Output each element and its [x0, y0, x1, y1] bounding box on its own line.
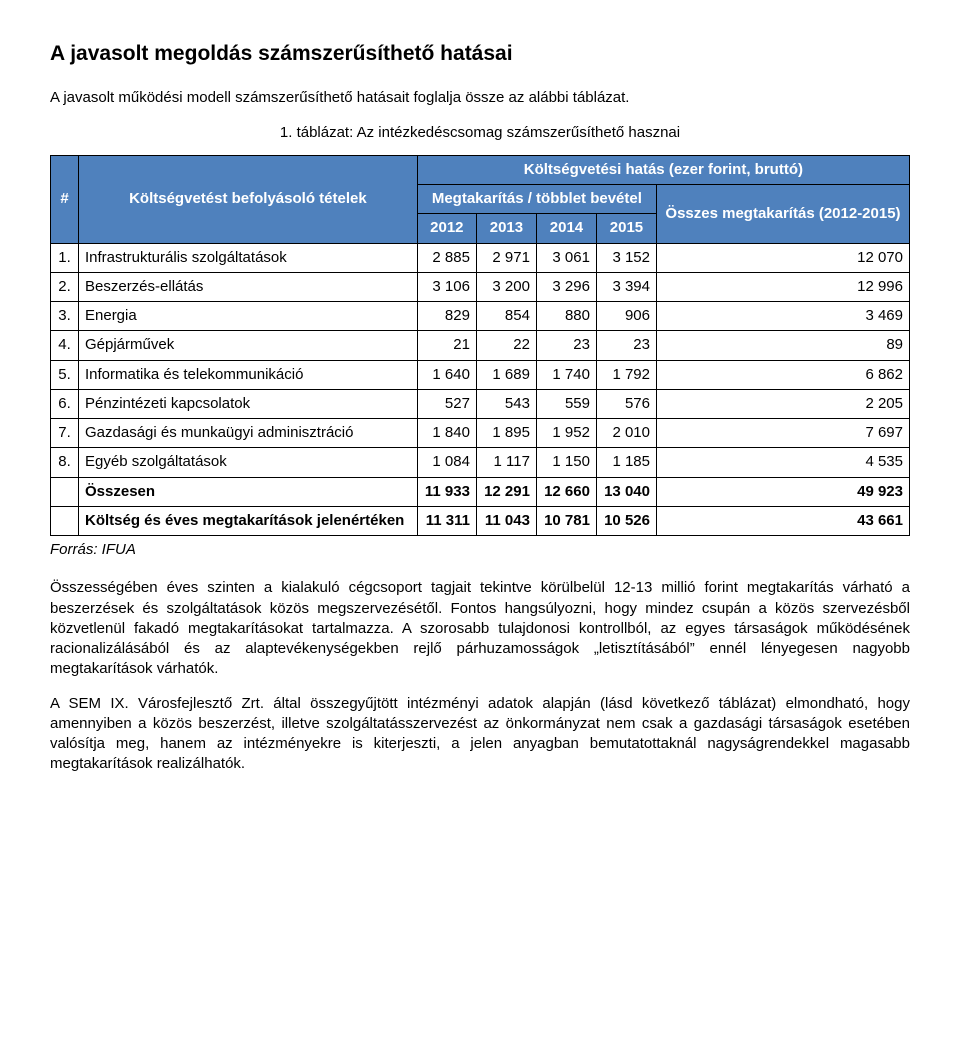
cell-value: 1 840 [417, 419, 476, 448]
cell-value: 10 526 [596, 506, 656, 535]
cell-value: 1 150 [536, 448, 596, 477]
cell-value: 12 996 [656, 272, 909, 301]
table-row: 7.Gazdasági és munkaügyi adminisztráció1… [51, 419, 910, 448]
col-header-item: Költségvetést befolyásoló tételek [79, 155, 418, 243]
cell-index: 3. [51, 302, 79, 331]
cell-value: 21 [417, 331, 476, 360]
cell-value: 49 923 [656, 477, 909, 506]
col-header-year: 2012 [417, 214, 476, 243]
intro-text: A javasolt működési modell számszerűsíth… [50, 88, 910, 108]
table-row-total: Összesen11 93312 29112 66013 04049 923 [51, 477, 910, 506]
cell-value: 527 [417, 389, 476, 418]
cell-value: 23 [596, 331, 656, 360]
cell-label: Pénzintézeti kapcsolatok [79, 389, 418, 418]
cell-value: 89 [656, 331, 909, 360]
cell-index: 5. [51, 360, 79, 389]
cell-value: 1 117 [476, 448, 536, 477]
cell-label: Energia [79, 302, 418, 331]
cell-value: 3 394 [596, 272, 656, 301]
cell-value: 829 [417, 302, 476, 331]
table-row: 2.Beszerzés-ellátás3 1063 2003 2963 3941… [51, 272, 910, 301]
cell-value: 3 152 [596, 243, 656, 272]
table-row: 3.Energia8298548809063 469 [51, 302, 910, 331]
cell-label: Infrastrukturális szolgáltatások [79, 243, 418, 272]
cell-value: 12 291 [476, 477, 536, 506]
cell-value: 3 296 [536, 272, 596, 301]
cell-value: 2 971 [476, 243, 536, 272]
table-source: Forrás: IFUA [50, 540, 910, 560]
cell-index [51, 477, 79, 506]
cell-index: 1. [51, 243, 79, 272]
cell-value: 3 469 [656, 302, 909, 331]
cell-value: 12 070 [656, 243, 909, 272]
cell-value: 12 660 [536, 477, 596, 506]
cell-value: 1 640 [417, 360, 476, 389]
table-caption: 1. táblázat: Az intézkedéscsomag számsze… [50, 123, 910, 143]
cell-value: 11 311 [417, 506, 476, 535]
cell-value: 3 061 [536, 243, 596, 272]
cell-label: Informatika és telekommunikáció [79, 360, 418, 389]
table-row: 6.Pénzintézeti kapcsolatok5275435595762 … [51, 389, 910, 418]
cell-value: 1 185 [596, 448, 656, 477]
cell-value: 23 [536, 331, 596, 360]
cell-label: Beszerzés-ellátás [79, 272, 418, 301]
table-row-pv: Költség és éves megtakarítások jelenérté… [51, 506, 910, 535]
cell-index: 6. [51, 389, 79, 418]
table-row: 8.Egyéb szolgáltatások1 0841 1171 1501 1… [51, 448, 910, 477]
col-header-index: # [51, 155, 79, 243]
col-header-total: Összes megtakarítás (2012-2015) [656, 185, 909, 244]
paragraph-1: Összességében éves szinten a kialakuló c… [50, 578, 910, 679]
paragraph-2: A SEM IX. Városfejlesztő Zrt. által össz… [50, 694, 910, 775]
cell-value: 2 010 [596, 419, 656, 448]
cell-value: 1 952 [536, 419, 596, 448]
cell-value: 4 535 [656, 448, 909, 477]
cell-value: 3 106 [417, 272, 476, 301]
cell-value: 1 792 [596, 360, 656, 389]
col-header-year: 2015 [596, 214, 656, 243]
table-body: 1.Infrastrukturális szolgáltatások2 8852… [51, 243, 910, 536]
col-header-year: 2013 [476, 214, 536, 243]
cell-value: 1 084 [417, 448, 476, 477]
cell-value: 6 862 [656, 360, 909, 389]
cell-value: 13 040 [596, 477, 656, 506]
cell-index: 8. [51, 448, 79, 477]
cell-value: 22 [476, 331, 536, 360]
cell-value: 906 [596, 302, 656, 331]
cell-value: 3 200 [476, 272, 536, 301]
savings-table: # Költségvetést befolyásoló tételek Költ… [50, 155, 910, 536]
cell-value: 1 689 [476, 360, 536, 389]
col-header-subgroup: Megtakarítás / többlet bevétel [417, 185, 656, 214]
cell-value: 854 [476, 302, 536, 331]
cell-value: 2 205 [656, 389, 909, 418]
cell-index [51, 506, 79, 535]
cell-label: Összesen [79, 477, 418, 506]
cell-value: 7 697 [656, 419, 909, 448]
cell-value: 10 781 [536, 506, 596, 535]
table-row: 4.Gépjárművek2122232389 [51, 331, 910, 360]
cell-value: 880 [536, 302, 596, 331]
table-row: 1.Infrastrukturális szolgáltatások2 8852… [51, 243, 910, 272]
cell-index: 7. [51, 419, 79, 448]
section-heading: A javasolt megoldás számszerűsíthető hat… [50, 40, 910, 68]
cell-label: Gépjárművek [79, 331, 418, 360]
cell-index: 2. [51, 272, 79, 301]
cell-index: 4. [51, 331, 79, 360]
table-row: 5.Informatika és telekommunikáció1 6401 … [51, 360, 910, 389]
cell-value: 543 [476, 389, 536, 418]
cell-value: 11 043 [476, 506, 536, 535]
cell-value: 43 661 [656, 506, 909, 535]
col-header-group: Költségvetési hatás (ezer forint, bruttó… [417, 155, 909, 184]
cell-value: 1 895 [476, 419, 536, 448]
cell-value: 2 885 [417, 243, 476, 272]
cell-label: Egyéb szolgáltatások [79, 448, 418, 477]
cell-value: 559 [536, 389, 596, 418]
col-header-year: 2014 [536, 214, 596, 243]
cell-value: 576 [596, 389, 656, 418]
cell-value: 11 933 [417, 477, 476, 506]
cell-label: Gazdasági és munkaügyi adminisztráció [79, 419, 418, 448]
cell-label: Költség és éves megtakarítások jelenérté… [79, 506, 418, 535]
cell-value: 1 740 [536, 360, 596, 389]
